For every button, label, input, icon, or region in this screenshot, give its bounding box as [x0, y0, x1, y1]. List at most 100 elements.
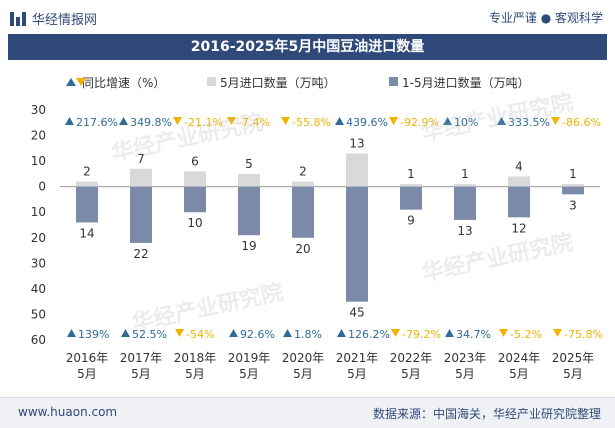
growth-down-triangle-icon — [227, 117, 236, 125]
growth-up-triangle-icon — [497, 117, 506, 125]
x-tick-label: 2023年 5月 — [444, 351, 487, 381]
y-tick-label: 20 — [31, 231, 46, 245]
bar-cumulative — [292, 186, 314, 238]
brand-name: 华经情报网 — [32, 13, 98, 28]
bar-monthly — [454, 184, 476, 187]
data-label-cumulative: 12 — [511, 221, 526, 235]
brand: 华经情报网 — [10, 9, 97, 28]
data-label-monthly: 1 — [461, 167, 469, 181]
data-label-monthly: 2 — [83, 165, 91, 179]
x-tick-label: 2018年 5月 — [174, 351, 217, 381]
growth-up-triangle-icon — [445, 329, 454, 337]
bar-monthly — [292, 181, 314, 187]
data-label-cumulative: 13 — [457, 224, 472, 238]
growth-label-cumulative: 92.6% — [240, 328, 275, 341]
x-tick-label: 2021年 5月 — [336, 351, 379, 381]
legend-label-monthly: 5月进口数量（万吨） — [220, 75, 336, 90]
bar-cumulative — [238, 186, 260, 236]
growth-up-triangle-icon — [121, 329, 130, 337]
growth-label-cumulative: 52.5% — [132, 328, 167, 341]
data-label-cumulative: 20 — [295, 242, 310, 256]
growth-up-triangle-icon — [443, 117, 452, 125]
data-label-cumulative: 9 — [407, 214, 415, 228]
bar-chart-logo-icon — [10, 11, 26, 26]
growth-label-monthly: -21.1% — [184, 116, 223, 129]
tagline: 专业严谨 ● 客观科学 — [488, 11, 603, 25]
growth-label-cumulative: 34.7% — [456, 328, 491, 341]
legend-label-growth: 同比增速（%） — [82, 76, 165, 90]
bar-monthly — [400, 184, 422, 187]
growth-down-triangle-icon — [173, 117, 182, 125]
bar-monthly — [346, 153, 368, 187]
y-tick-label: 60 — [31, 333, 46, 347]
website-link[interactable]: www.huaon.com — [18, 405, 118, 419]
growth-label-cumulative: -54% — [186, 328, 214, 341]
growth-label-cumulative: 139% — [78, 328, 109, 341]
growth-label-monthly: 439.6% — [346, 116, 388, 129]
legend-swatch-cumulative — [389, 77, 398, 86]
data-label-monthly: 6 — [191, 154, 199, 168]
growth-label-monthly: -7.4% — [238, 116, 270, 129]
data-label-monthly: 7 — [137, 152, 145, 166]
growth-down-triangle-icon — [391, 329, 400, 337]
growth-label-monthly: -55.8% — [292, 116, 331, 129]
growth-label-cumulative: -75.8% — [564, 328, 603, 341]
growth-down-triangle-icon — [499, 329, 508, 337]
data-label-monthly: 13 — [349, 136, 364, 150]
x-tick-label: 2024年 5月 — [498, 351, 541, 381]
bar-cumulative — [346, 186, 368, 302]
data-label-cumulative: 19 — [241, 239, 256, 253]
growth-label-monthly: 349.8% — [130, 116, 172, 129]
y-tick-label: 40 — [31, 282, 46, 296]
growth-up-triangle-icon — [337, 329, 346, 337]
data-label-monthly: 1 — [407, 167, 415, 181]
legend-swatch-monthly — [207, 77, 216, 86]
bar-cumulative — [508, 186, 530, 218]
y-tick-label: 10 — [31, 205, 46, 219]
growth-up-triangle-icon — [283, 329, 292, 337]
legend-label-cumulative: 1-5月进口数量（万吨） — [402, 75, 530, 90]
growth-down-triangle-icon — [553, 329, 562, 337]
data-source: 数据来源：中国海关，华经产业研究院整理 — [372, 407, 601, 421]
bar-monthly — [184, 171, 206, 187]
bar-cumulative — [400, 186, 422, 210]
bar-cumulative — [454, 186, 476, 220]
growth-down-triangle-icon — [281, 117, 290, 125]
y-tick-label: 20 — [31, 129, 46, 143]
bar-cumulative — [76, 186, 98, 223]
growth-up-triangle-icon — [67, 329, 76, 337]
title-bar: 2016-2025年5月中国豆油进口数量 — [8, 34, 607, 60]
data-label-cumulative: 22 — [133, 247, 148, 261]
y-tick-label: 0 — [38, 180, 46, 194]
growth-label-cumulative: 1.8% — [294, 328, 322, 341]
bar-cumulative — [184, 186, 206, 213]
growth-label-monthly: -86.6% — [562, 116, 601, 129]
growth-label-monthly: -92.9% — [400, 116, 439, 129]
growth-up-triangle-icon — [335, 117, 344, 125]
x-tick-label: 2025年 5月 — [552, 351, 595, 381]
top-bar: 华经情报网 专业严谨 ● 客观科学 — [0, 0, 615, 34]
bar-cumulative — [562, 186, 584, 195]
y-tick-label: 50 — [31, 307, 46, 321]
footer: www.huaon.com 数据来源：中国海关，华经产业研究院整理 — [0, 397, 615, 428]
legend-up-triangle-icon — [66, 78, 76, 86]
bar-monthly — [238, 173, 260, 187]
data-label-cumulative: 3 — [569, 198, 577, 212]
growth-down-triangle-icon — [551, 117, 560, 125]
x-tick-label: 2019年 5月 — [228, 351, 271, 381]
growth-label-cumulative: 126.2% — [348, 328, 390, 341]
data-label-cumulative: 10 — [187, 216, 202, 230]
data-label-monthly: 2 — [299, 165, 307, 179]
data-label-monthly: 4 — [515, 159, 523, 173]
bar-monthly — [562, 184, 584, 187]
growth-label-monthly: 217.6% — [76, 116, 118, 129]
growth-up-triangle-icon — [119, 117, 128, 125]
x-tick-label: 2017年 5月 — [120, 351, 163, 381]
data-label-monthly: 1 — [569, 167, 577, 181]
y-tick-label: 30 — [31, 103, 46, 117]
data-label-cumulative: 14 — [79, 226, 94, 240]
x-tick-label: 2022年 5月 — [390, 351, 433, 381]
growth-label-monthly: 10% — [454, 116, 478, 129]
bar-monthly — [130, 168, 152, 187]
y-tick-label: 30 — [31, 256, 46, 270]
